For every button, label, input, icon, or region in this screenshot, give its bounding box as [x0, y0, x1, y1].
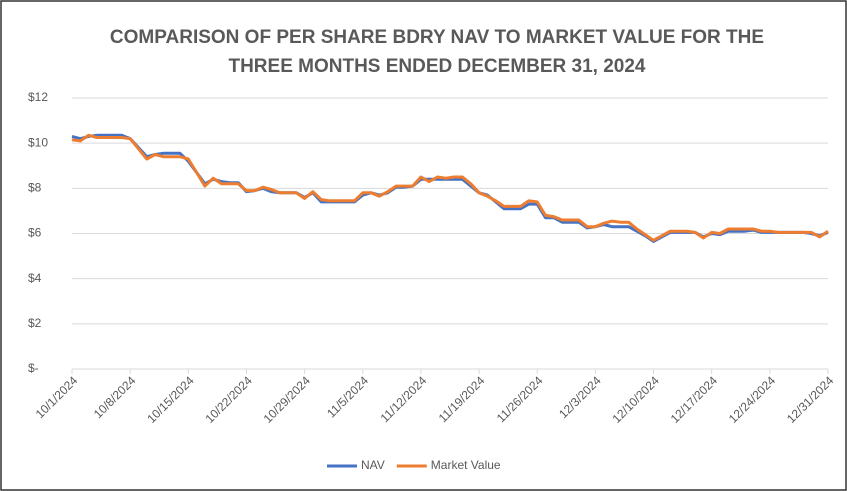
chart-title: THREE MONTHS ENDED DECEMBER 31, 2024: [228, 56, 645, 77]
legend-label: Market Value: [431, 458, 501, 472]
legend-label: NAV: [361, 458, 385, 472]
line-series: [71, 133, 829, 242]
y-tick-label: $2: [28, 316, 42, 330]
y-tick-label: $6: [28, 226, 42, 240]
y-tick-label: $12: [28, 90, 48, 104]
y-tick-label: $4: [28, 271, 42, 285]
chart-title: COMPARISON OF PER SHARE BDRY NAV TO MARK…: [110, 27, 764, 48]
y-tick-label: $8: [28, 181, 42, 195]
y-tick-label: $-: [28, 361, 39, 375]
y-tick-label: $10: [28, 135, 48, 149]
